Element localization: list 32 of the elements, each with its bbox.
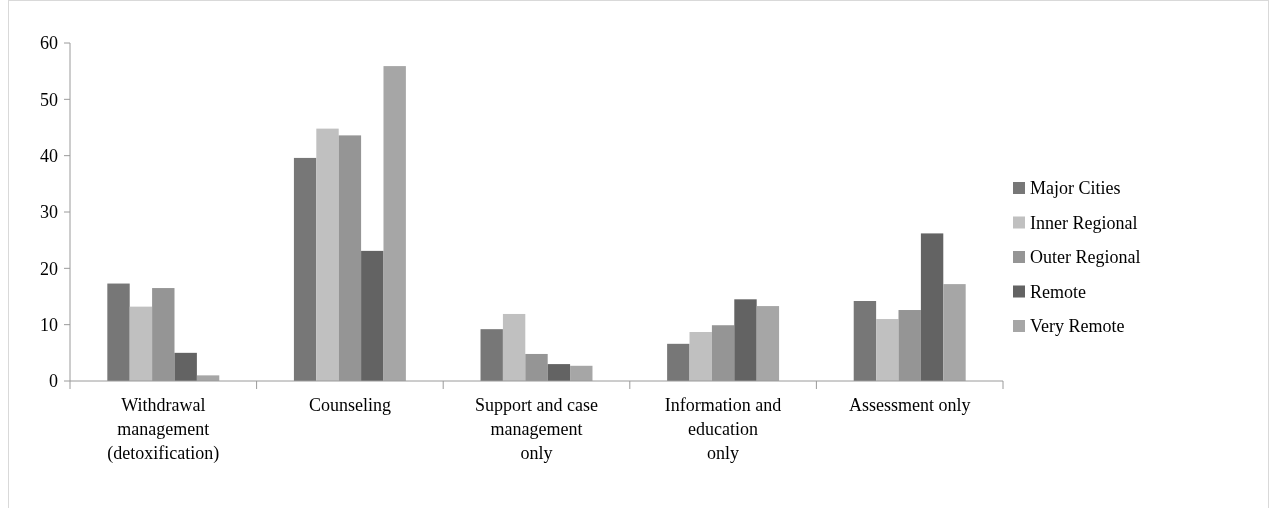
y-tick-label: 30 <box>40 202 58 223</box>
bar <box>853 301 877 381</box>
bar <box>107 283 130 381</box>
legend-label: Remote <box>1030 281 1086 302</box>
bar <box>480 329 503 381</box>
y-tick-label: 20 <box>40 258 58 279</box>
legend-label: Inner Regional <box>1030 212 1138 233</box>
bar <box>689 331 712 381</box>
bar <box>174 352 197 381</box>
x-tick-label: Assessment only <box>848 395 971 415</box>
x-tick-label: Withdrawal management (detoxification) <box>107 395 220 464</box>
bar <box>547 364 571 381</box>
legend-label: Major Cities <box>1030 178 1121 199</box>
y-tick-label: 50 <box>40 89 58 110</box>
bar <box>920 233 944 381</box>
bar <box>667 343 690 381</box>
bar <box>876 319 899 381</box>
y-tick-label: 10 <box>40 314 58 335</box>
bar <box>293 157 317 381</box>
y-tick-label: 40 <box>40 145 58 166</box>
x-tick-label: Support and case management only <box>475 395 598 463</box>
y-tick-label: 60 <box>40 33 58 54</box>
x-tick-label: Information and education only <box>664 395 782 463</box>
y-tick-label: 0 <box>49 371 58 392</box>
bar <box>361 250 384 381</box>
bar <box>129 306 153 381</box>
bar <box>502 313 526 381</box>
legend-label: Outer Regional <box>1030 247 1141 268</box>
bar <box>734 299 757 381</box>
x-tick-label: Counseling <box>308 395 391 415</box>
legend-label: Very Remote <box>1030 316 1125 337</box>
bar <box>316 128 339 381</box>
